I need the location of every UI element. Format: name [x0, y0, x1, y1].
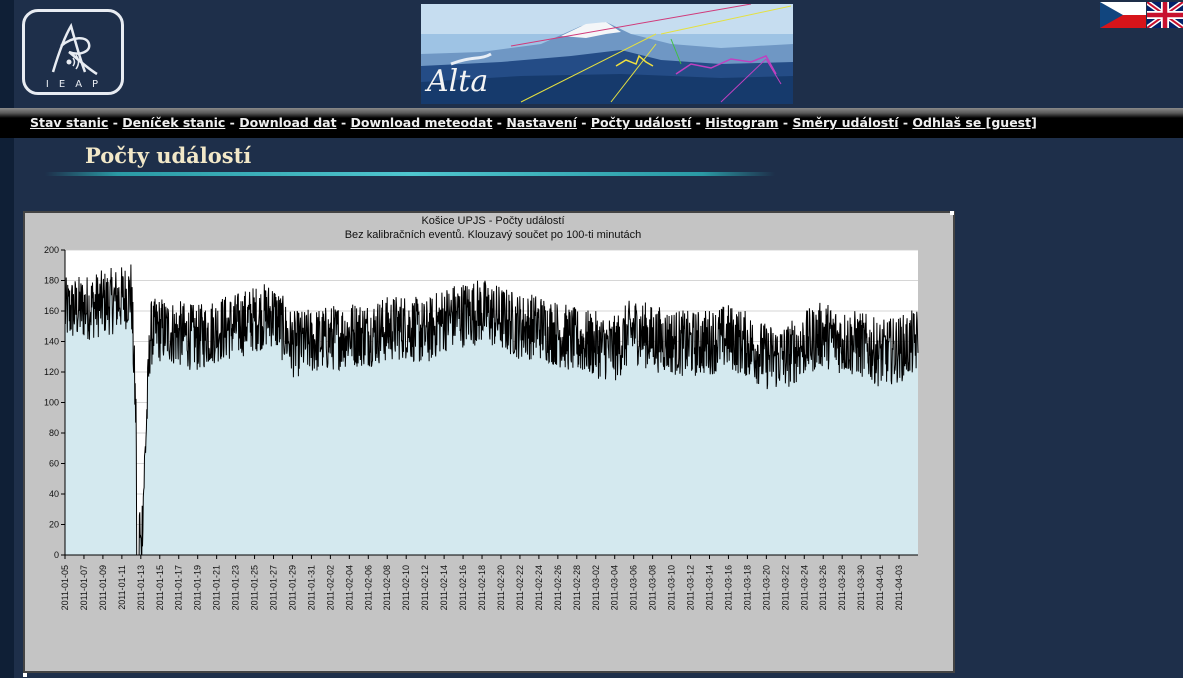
- x-tick-label: 2011-01-17: [174, 565, 184, 610]
- x-tick-label: 2011-03-10: [667, 565, 677, 610]
- x-tick-label: 2011-03-28: [837, 565, 847, 610]
- x-tick-label: 2011-02-04: [344, 565, 354, 610]
- logo-emblem-icon: [51, 22, 98, 76]
- y-tick-label: 100: [44, 398, 59, 408]
- series-area: [65, 264, 918, 555]
- x-tick-label: 2011-02-28: [572, 565, 582, 610]
- x-tick-label: 2011-02-14: [439, 565, 449, 610]
- x-tick-label: 2011-02-26: [553, 565, 563, 610]
- x-tick-label: 2011-03-08: [648, 565, 658, 610]
- y-tick-label: 180: [44, 276, 59, 286]
- x-tick-label: 2011-03-14: [704, 565, 714, 610]
- nav-link-stav-stanic[interactable]: Stav stanic: [30, 115, 109, 130]
- ieap-logo[interactable]: IEAP: [22, 9, 124, 95]
- uk-flag-icon[interactable]: [1147, 2, 1183, 28]
- mountain-banner-icon: [421, 4, 793, 104]
- nav-link-denicek-stanic[interactable]: Deníček stanic: [122, 115, 226, 130]
- x-tick-label: 2011-01-15: [155, 565, 165, 610]
- x-tick-label: 2011-02-24: [534, 565, 544, 610]
- y-tick-label: 40: [49, 489, 59, 499]
- y-tick-label: 200: [44, 245, 59, 255]
- x-tick-label: 2011-02-10: [401, 565, 411, 610]
- y-axis: 0 20 40 60 80 100 120 140 160 180 200: [44, 245, 65, 560]
- czech-flag-icon[interactable]: [1100, 2, 1146, 28]
- language-flags: [1100, 2, 1183, 28]
- x-tick-label: 2011-01-27: [269, 565, 279, 610]
- y-tick-label: 140: [44, 337, 59, 347]
- series-line: [64, 264, 919, 556]
- x-tick-label: 2011-01-09: [98, 565, 108, 610]
- x-tick-label: 2011-04-01: [875, 565, 885, 610]
- x-tick-label: 2011-03-12: [686, 565, 696, 610]
- x-tick-label: 2011-01-29: [287, 565, 297, 610]
- navigation-bar: [0, 108, 1183, 138]
- nav-separator: -: [576, 115, 591, 130]
- y-tick-label: 80: [49, 428, 59, 438]
- x-tick-label: 2011-01-21: [212, 565, 222, 610]
- alta-banner: Alta: [421, 4, 793, 104]
- x-tick-label: 2011-03-16: [723, 565, 733, 610]
- x-tick-label: 2011-03-06: [629, 565, 639, 610]
- left-edge-bar: [0, 0, 14, 678]
- title-underline: [45, 172, 775, 176]
- x-tick-label: 2011-02-18: [477, 565, 487, 610]
- frame-corner: [23, 673, 27, 677]
- x-tick-label: 2011-02-06: [363, 565, 373, 610]
- nav-link-download-meteodat[interactable]: Download meteodat: [350, 115, 493, 130]
- x-tick-label: 2011-03-20: [761, 565, 771, 610]
- banner-title: Alta: [427, 64, 489, 99]
- nav-link-download-dat[interactable]: Download dat: [239, 115, 337, 130]
- x-axis: 2011-01-05 2011-01-07 2011-01-09 2011-01-11…: [60, 555, 904, 610]
- nav-separator: -: [336, 115, 351, 130]
- nav-link-nastaveni[interactable]: Nastavení: [506, 115, 577, 130]
- x-tick-label: 2011-02-22: [515, 565, 525, 610]
- nav-link-pocty-udalosti[interactable]: Počty událostí: [590, 115, 692, 130]
- x-tick-label: 2011-01-23: [231, 565, 241, 610]
- x-tick-label: 2011-02-08: [382, 565, 392, 610]
- y-tick-label: 20: [49, 520, 59, 530]
- y-tick-label: 160: [44, 306, 59, 316]
- x-tick-label: 2011-02-20: [496, 565, 506, 610]
- x-tick-label: 2011-01-05: [60, 565, 70, 610]
- x-tick-label: 2011-03-24: [799, 565, 809, 610]
- nav-link-histogram[interactable]: Histogram: [705, 115, 779, 130]
- x-tick-label: 2011-01-25: [250, 565, 260, 610]
- x-tick-label: 2011-01-13: [136, 565, 146, 610]
- y-tick-label: 60: [49, 459, 59, 469]
- x-tick-label: 2011-02-16: [458, 565, 468, 610]
- x-tick-label: 2011-01-19: [193, 565, 203, 610]
- x-tick-label: 2011-02-12: [420, 565, 430, 610]
- x-tick-label: 2011-01-07: [79, 565, 89, 610]
- x-tick-label: 2011-03-04: [610, 565, 620, 610]
- x-tick-label: 2011-03-02: [591, 565, 601, 610]
- x-tick-label: 2011-02-02: [325, 565, 335, 610]
- x-tick-label: 2011-03-26: [818, 565, 828, 610]
- x-tick-label: 2011-04-03: [894, 565, 904, 610]
- nav-link-smery-udalosti[interactable]: Směry událostí: [792, 115, 899, 130]
- chart-title: Košice UPJS - Počty událostí: [421, 215, 564, 227]
- events-chart: Košice UPJS - Počty událostí Bez kalibra…: [44, 215, 919, 610]
- chart-subtitle: Bez kalibračních eventů. Klouzavý součet…: [345, 229, 642, 241]
- nav-separator: -: [492, 115, 507, 130]
- nav-separator: -: [108, 115, 123, 130]
- main-menu: Stav stanic - Deníček stanic - Download …: [30, 115, 1037, 130]
- x-tick-label: 2011-01-11: [117, 565, 127, 610]
- page-title: Počty událostí: [85, 143, 252, 168]
- frame-corner: [950, 211, 954, 215]
- nav-separator: -: [898, 115, 913, 130]
- x-tick-label: 2011-01-31: [306, 565, 316, 610]
- nav-separator: -: [778, 115, 793, 130]
- x-tick-label: 2011-03-18: [742, 565, 752, 610]
- logo-text: IEAP: [45, 79, 109, 90]
- y-tick-label: 120: [44, 367, 59, 377]
- x-tick-label: 2011-03-22: [780, 565, 790, 610]
- nav-separator: -: [691, 115, 706, 130]
- chart-container: Košice UPJS - Počty událostí Bez kalibra…: [23, 211, 955, 673]
- y-tick-label: 0: [54, 550, 59, 560]
- x-tick-label: 2011-03-30: [856, 565, 866, 610]
- nav-separator: -: [225, 115, 240, 130]
- nav-link-odhlas-se[interactable]: Odhlaš se [guest]: [912, 115, 1037, 130]
